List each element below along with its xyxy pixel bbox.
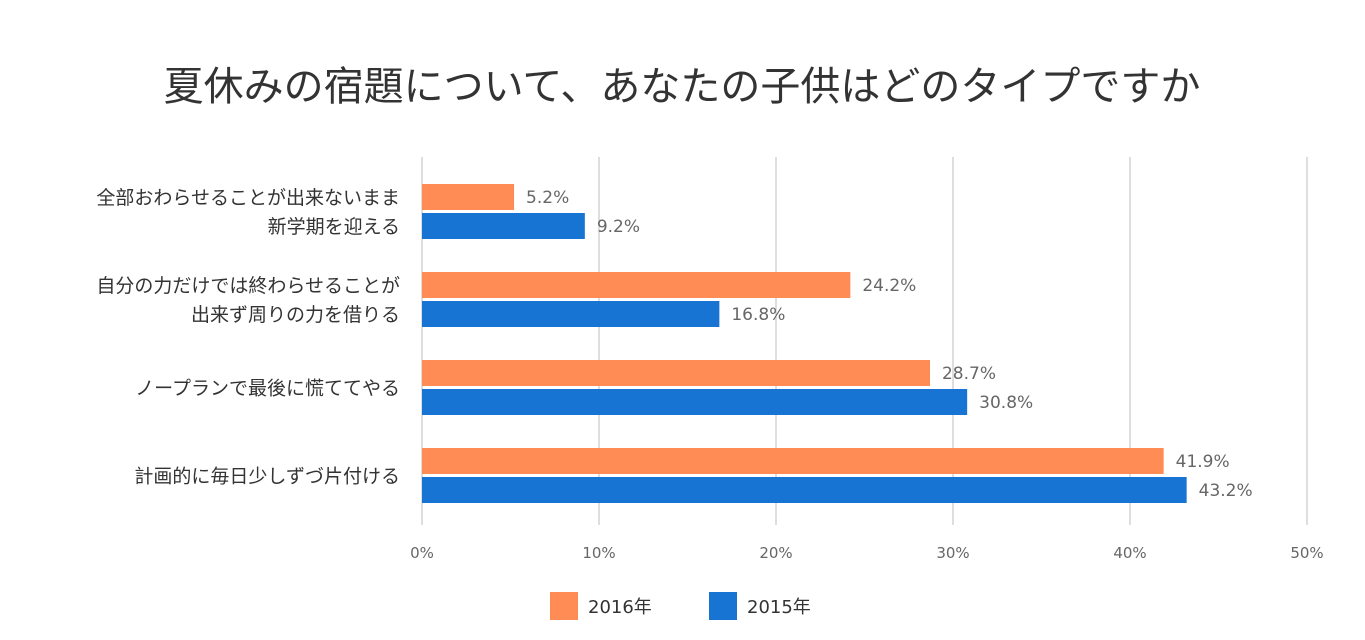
x-tick-label: 40% <box>1113 544 1146 562</box>
x-tick-label: 10% <box>582 544 615 562</box>
data-label: 30.8% <box>979 393 1033 413</box>
bar <box>422 448 1164 474</box>
chart-title: 夏休みの宿題について、あなたの子供はどのタイプですか <box>164 64 1201 110</box>
category-label: 新学期を迎える <box>268 216 400 238</box>
bar <box>422 213 585 239</box>
data-label: 43.2% <box>1199 481 1253 501</box>
labels: 0% 10% 20% 30% 40% 50% 5.2% 9.2% 全部おわらせることが出来ないま… <box>96 187 1323 562</box>
legend: 2016年 2015年 <box>550 592 811 620</box>
data-label: 28.7% <box>942 364 996 384</box>
category-label: 計画的に毎日少しずづ片付ける <box>134 466 400 488</box>
legend-swatch <box>709 592 737 620</box>
data-label: 5.2% <box>526 188 569 208</box>
category-label: 出来ず周りの力を借りる <box>191 304 400 326</box>
category-label: ノープランで最後に慌ててやる <box>135 378 400 400</box>
bar <box>422 389 968 415</box>
bar <box>422 360 930 386</box>
legend-label: 2015年 <box>747 597 811 618</box>
data-label: 24.2% <box>862 276 916 296</box>
bar <box>422 272 851 298</box>
x-tick-label: 20% <box>759 544 792 562</box>
data-label: 9.2% <box>597 217 640 237</box>
data-label: 41.9% <box>1176 452 1230 472</box>
bar <box>422 301 720 327</box>
category-label: 全部おわらせることが出来ないまま <box>96 187 400 209</box>
x-tick-label: 50% <box>1290 544 1323 562</box>
data-label: 16.8% <box>731 305 785 325</box>
legend-label: 2016年 <box>588 597 652 618</box>
legend-swatch <box>550 592 578 620</box>
category-label: 自分の力だけでは終わらせることが <box>96 275 400 297</box>
x-tick-label: 0% <box>410 544 434 562</box>
bars <box>422 184 1187 503</box>
bar <box>422 477 1187 503</box>
bar <box>422 184 515 210</box>
x-tick-label: 30% <box>936 544 969 562</box>
